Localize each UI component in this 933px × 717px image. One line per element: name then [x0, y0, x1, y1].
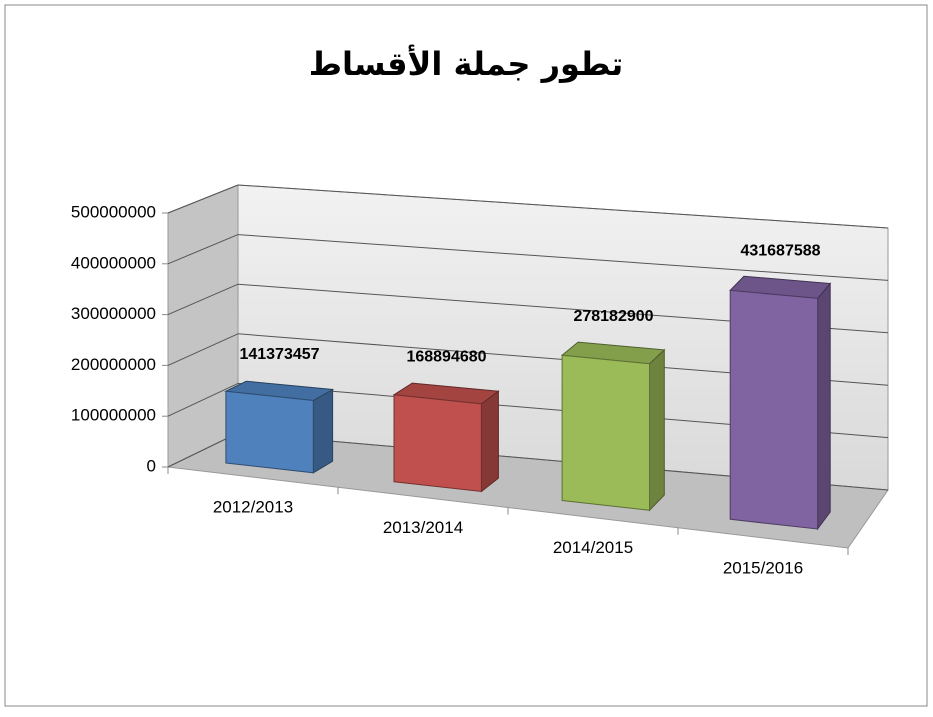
value-label: 431687588: [740, 242, 820, 259]
grid-line: [167, 333, 239, 366]
y-tick-label: 100000000: [71, 406, 156, 425]
y-tick-label: 400000000: [71, 253, 156, 272]
bar: [561, 354, 650, 511]
x-tick-label: 2012/2013: [213, 498, 293, 517]
bar-side: [817, 282, 831, 531]
grid-line: [167, 382, 239, 417]
grid-line: [167, 283, 239, 316]
y-tick-label: 200000000: [71, 355, 156, 374]
x-tick-label: 2013/2014: [383, 518, 463, 537]
grid-line: [167, 184, 239, 214]
grid-line: [167, 234, 239, 265]
value-label: 141373457: [239, 346, 319, 363]
x-tick-label: 2015/2016: [723, 558, 803, 577]
bar-side: [480, 390, 499, 493]
y-tick-label: 0: [147, 456, 156, 475]
bar-side: [649, 348, 665, 512]
value-label: 168894680: [406, 348, 486, 365]
chart-title: تطور جملة الأقساط: [309, 44, 624, 83]
bar: [729, 289, 819, 530]
bar: [225, 390, 314, 474]
bar-side: [312, 388, 334, 474]
bar: [393, 394, 482, 493]
y-tick-label: 500000000: [71, 202, 156, 221]
grid-line: [237, 184, 889, 229]
y-tick-label: 300000000: [71, 304, 156, 323]
grid-line: [237, 234, 889, 281]
value-label: 278182900: [573, 308, 653, 325]
x-tick-label: 2014/2015: [553, 538, 633, 557]
